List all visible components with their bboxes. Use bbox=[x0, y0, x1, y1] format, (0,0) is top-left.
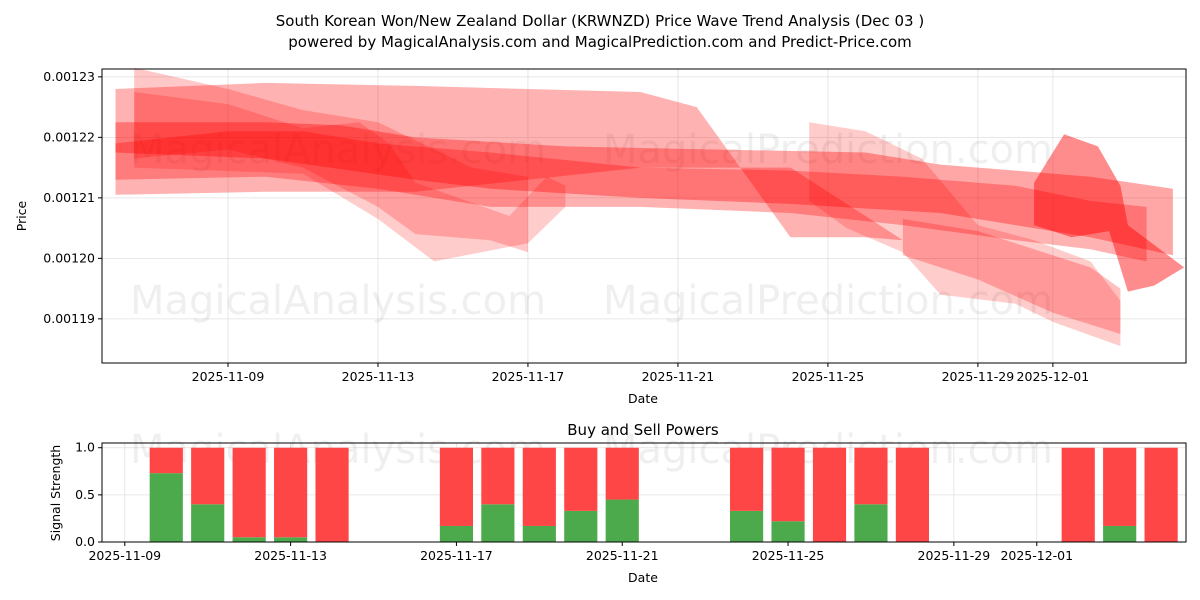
buy-bar bbox=[854, 504, 888, 542]
price-wave-band bbox=[115, 122, 1173, 256]
y-tick-label: 0.00122 bbox=[43, 129, 95, 144]
sell-bar bbox=[771, 447, 805, 522]
y-tick-label: 0.00121 bbox=[43, 190, 95, 205]
chart-title: South Korean Won/New Zealand Dollar (KRW… bbox=[276, 12, 924, 30]
x-tick-label: 2025-11-25 bbox=[792, 369, 865, 384]
buy-bar bbox=[232, 537, 266, 542]
sell-bar bbox=[522, 447, 556, 526]
y-axis-label: Price bbox=[14, 200, 29, 231]
sell-bar bbox=[191, 447, 225, 505]
buy-bar bbox=[564, 510, 598, 542]
x-tick-label: 2025-11-13 bbox=[342, 369, 415, 384]
watermark: MagicalAnalysis.com bbox=[130, 278, 546, 324]
x-tick-label: 2025-12-01 bbox=[1017, 369, 1090, 384]
sell-bar bbox=[439, 447, 474, 526]
x-tick-label: 2025-12-01 bbox=[1000, 548, 1073, 563]
x-tick-label: 2025-11-17 bbox=[492, 369, 565, 384]
price-wave-band bbox=[115, 131, 1147, 262]
watermark: MagicalPrediction.com bbox=[603, 127, 1053, 173]
x-tick-label: 2025-11-21 bbox=[642, 369, 715, 384]
buy-bar bbox=[522, 525, 556, 542]
sell-bar bbox=[232, 447, 266, 538]
sell-bar bbox=[481, 447, 515, 505]
signal-chart-title: Buy and Sell Powers bbox=[567, 421, 719, 439]
signal-chart: Buy and Sell Powers MagicalAnalysis.com … bbox=[48, 421, 1187, 585]
y-tick-label: 0.0 bbox=[75, 534, 95, 549]
price-wave-band bbox=[1034, 134, 1185, 292]
sell-bar bbox=[605, 447, 639, 500]
y-tick-label: 0.00123 bbox=[43, 69, 95, 84]
price-wave-band bbox=[809, 122, 1121, 347]
sell-bar bbox=[1144, 447, 1178, 542]
y-axis-label: Signal Strength bbox=[48, 445, 63, 541]
sell-bar bbox=[812, 447, 847, 542]
x-axis-label: Date bbox=[628, 570, 658, 585]
price-wave-band bbox=[902, 219, 1121, 334]
sell-bar bbox=[315, 447, 349, 542]
buy-bar bbox=[439, 525, 474, 542]
plot-frame bbox=[101, 442, 1187, 543]
buy-bar bbox=[481, 504, 515, 542]
price-wave-band bbox=[115, 82, 903, 241]
x-tick-label: 2025-11-21 bbox=[586, 548, 659, 563]
chart-subtitle: powered by MagicalAnalysis.com and Magic… bbox=[288, 33, 912, 51]
plot-frame bbox=[101, 68, 1187, 364]
price-wave-band bbox=[134, 92, 566, 262]
sell-bar bbox=[854, 447, 888, 505]
x-tick-label: 2025-11-29 bbox=[918, 548, 991, 563]
x-axis-label: Date bbox=[628, 391, 658, 406]
buy-bar bbox=[149, 473, 183, 542]
sell-bar bbox=[564, 447, 598, 511]
sell-bar bbox=[1103, 447, 1137, 526]
watermark: MagicalAnalysis.com bbox=[130, 127, 546, 173]
buy-bar bbox=[605, 499, 639, 542]
sell-bar bbox=[274, 447, 308, 538]
sell-bar bbox=[1061, 447, 1095, 542]
y-tick-label: 0.00119 bbox=[43, 311, 95, 326]
buy-bar bbox=[191, 504, 225, 542]
x-tick-label: 2025-11-17 bbox=[420, 548, 493, 563]
buy-bar bbox=[730, 510, 764, 542]
y-tick-label: 0.5 bbox=[75, 487, 95, 502]
sell-bar bbox=[895, 447, 929, 542]
x-tick-label: 2025-11-09 bbox=[192, 369, 265, 384]
x-tick-label: 2025-11-13 bbox=[254, 548, 327, 563]
y-tick-label: 0.00120 bbox=[43, 250, 95, 265]
watermark: MagicalPrediction.com bbox=[603, 278, 1053, 324]
sell-bar bbox=[730, 447, 764, 511]
y-tick-label: 1.0 bbox=[75, 440, 95, 455]
price-wave-band bbox=[134, 67, 528, 253]
buy-bar bbox=[771, 521, 805, 542]
x-tick-label: 2025-11-09 bbox=[88, 548, 161, 563]
x-tick-label: 2025-11-25 bbox=[752, 548, 825, 563]
price-chart: MagicalAnalysis.com MagicalPrediction.co… bbox=[14, 67, 1187, 406]
buy-bar bbox=[1103, 525, 1137, 542]
sell-bar bbox=[149, 447, 183, 474]
x-tick-label: 2025-11-29 bbox=[942, 369, 1015, 384]
buy-bar bbox=[274, 537, 308, 542]
